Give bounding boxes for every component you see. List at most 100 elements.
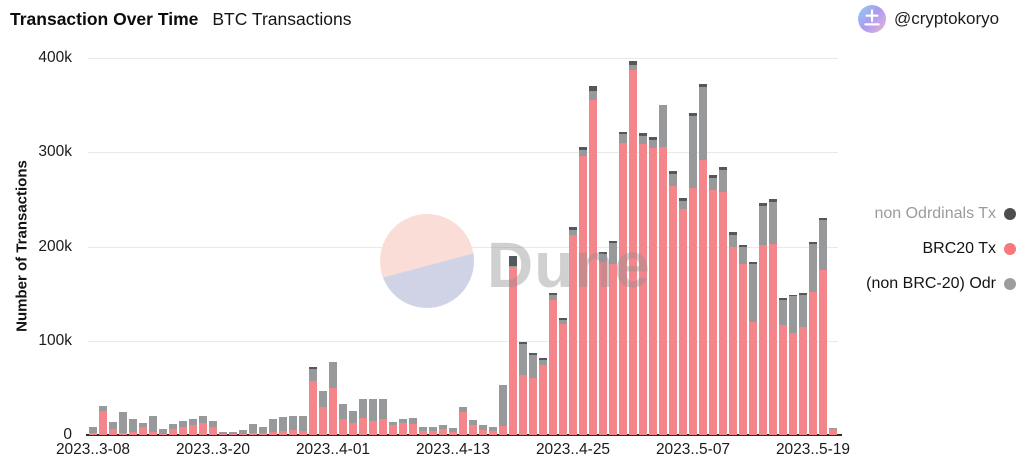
bar-2023-04-30[interactable] <box>618 131 628 435</box>
bar-segment-brc20 <box>338 418 348 435</box>
bar-2023-05-12[interactable] <box>738 244 748 435</box>
bar-2023-03-30[interactable] <box>308 367 318 435</box>
bar-2023-03-12[interactable] <box>128 418 138 435</box>
bar-2023-05-03[interactable] <box>648 137 658 435</box>
bar-2023-03-14[interactable] <box>148 416 158 435</box>
bar-2023-03-29[interactable] <box>298 416 308 435</box>
bar-2023-05-07[interactable] <box>688 112 698 435</box>
bar-2023-05-19[interactable] <box>808 241 818 435</box>
bar-2023-03-13[interactable] <box>138 422 148 435</box>
bar-2023-05-18[interactable] <box>798 292 808 435</box>
bar-segment-ordinals <box>388 421 398 425</box>
bar-2023-04-19[interactable] <box>508 255 518 435</box>
bar-segment-brc20 <box>648 147 658 435</box>
bar-2023-04-20[interactable] <box>518 341 528 435</box>
bar-2023-04-08[interactable] <box>398 418 408 435</box>
bar-2023-05-08[interactable] <box>698 84 708 435</box>
bar-2023-03-10[interactable] <box>108 421 118 435</box>
bar-segment-ordinals <box>108 421 118 430</box>
bar-2023-04-18[interactable] <box>498 385 508 435</box>
bar-2023-04-16[interactable] <box>478 424 488 435</box>
bar-2023-05-11[interactable] <box>728 232 738 435</box>
bar-2023-04-23[interactable] <box>548 292 558 435</box>
legend-item--non-brc-20-odr[interactable]: (non BRC-20) Odr <box>812 266 1016 301</box>
avatar[interactable] <box>858 5 886 33</box>
bar-2023-03-22[interactable] <box>228 432 238 435</box>
bar-2023-04-24[interactable] <box>558 318 568 435</box>
bar-2023-04-03[interactable] <box>348 410 358 435</box>
bar-2023-03-23[interactable] <box>238 430 248 435</box>
x-tick-label: 2023..4-01 <box>295 441 371 458</box>
bar-2023-04-26[interactable] <box>578 146 588 435</box>
bar-2023-05-17[interactable] <box>788 294 798 435</box>
bar-2023-05-09[interactable] <box>708 174 718 435</box>
bar-2023-05-01[interactable] <box>628 60 638 435</box>
bar-2023-05-02[interactable] <box>638 133 648 435</box>
bar-2023-04-29[interactable] <box>608 240 618 435</box>
bar-2023-03-25[interactable] <box>258 426 268 435</box>
bar-2023-04-27[interactable] <box>588 86 598 435</box>
bar-2023-05-06[interactable] <box>678 198 688 435</box>
bar-2023-04-28[interactable] <box>598 252 608 435</box>
bar-2023-05-15[interactable] <box>768 199 778 435</box>
bar-segment-brc20 <box>578 156 588 435</box>
bar-2023-04-10[interactable] <box>418 427 428 435</box>
bar-segment-ordinals <box>708 177 718 190</box>
bar-2023-05-20[interactable] <box>818 218 828 435</box>
legend-item-brc20-tx[interactable]: BRC20 Tx <box>812 231 1016 266</box>
bar-2023-05-14[interactable] <box>758 203 768 435</box>
bar-segment-brc20 <box>638 143 648 435</box>
bar-2023-04-02[interactable] <box>338 403 348 435</box>
bar-segment-non_ordinals <box>748 261 758 265</box>
author-byline[interactable]: @cryptokoryo <box>858 5 999 33</box>
bar-segment-brc20 <box>418 431 428 435</box>
bar-2023-04-04[interactable] <box>358 399 368 435</box>
bar-2023-03-15[interactable] <box>158 429 168 435</box>
bar-2023-03-28[interactable] <box>288 416 298 435</box>
legend-item-non-odrdinals-tx[interactable]: non Odrdinals Tx <box>812 196 1016 231</box>
bar-2023-05-05[interactable] <box>668 171 678 435</box>
bar-2023-03-27[interactable] <box>278 417 288 435</box>
bar-2023-04-09[interactable] <box>408 418 418 435</box>
bar-2023-03-08[interactable] <box>88 427 98 435</box>
bar-2023-04-05[interactable] <box>368 399 378 435</box>
bar-2023-04-22[interactable] <box>538 357 548 435</box>
bar-2023-05-04[interactable] <box>658 105 668 435</box>
bar-2023-04-17[interactable] <box>488 426 498 435</box>
bar-2023-04-06[interactable] <box>378 399 388 435</box>
bar-2023-03-24[interactable] <box>248 423 258 435</box>
bar-segment-non_ordinals <box>698 84 708 88</box>
bar-2023-05-13[interactable] <box>748 261 758 435</box>
x-tick-label: 2023..5-07 <box>655 441 731 458</box>
bar-2023-05-16[interactable] <box>778 298 788 435</box>
bar-segment-brc20 <box>718 191 728 435</box>
bar-2023-04-25[interactable] <box>568 226 578 435</box>
bar-2023-03-19[interactable] <box>198 416 208 435</box>
bar-2023-04-21[interactable] <box>528 353 538 435</box>
bar-2023-03-09[interactable] <box>98 405 108 435</box>
bar-2023-04-14[interactable] <box>458 406 468 435</box>
bar-2023-03-20[interactable] <box>208 420 218 435</box>
gridline <box>88 152 838 154</box>
bar-2023-03-16[interactable] <box>168 423 178 435</box>
bar-2023-03-17[interactable] <box>178 420 188 435</box>
author-handle[interactable]: @cryptokoryo <box>894 9 1000 28</box>
bar-2023-03-31[interactable] <box>318 390 328 435</box>
bar-segment-ordinals <box>728 235 738 248</box>
bar-2023-04-13[interactable] <box>448 428 458 435</box>
bar-2023-03-26[interactable] <box>268 418 278 435</box>
bar-2023-03-18[interactable] <box>188 418 198 435</box>
bar-segment-non_ordinals <box>778 298 788 301</box>
bar-2023-04-11[interactable] <box>428 427 438 435</box>
bar-2023-04-15[interactable] <box>468 419 478 435</box>
bar-2023-04-07[interactable] <box>388 421 398 435</box>
bar-2023-03-21[interactable] <box>218 432 228 435</box>
bar-segment-non_ordinals <box>538 357 548 360</box>
bar-segment-brc20 <box>398 422 408 435</box>
bar-2023-03-11[interactable] <box>118 412 128 435</box>
bar-2023-05-10[interactable] <box>718 167 728 435</box>
bar-2023-04-12[interactable] <box>438 424 448 435</box>
bar-segment-brc20 <box>428 431 438 435</box>
bar-2023-05-21[interactable] <box>828 428 838 435</box>
bar-2023-04-01[interactable] <box>328 362 338 435</box>
